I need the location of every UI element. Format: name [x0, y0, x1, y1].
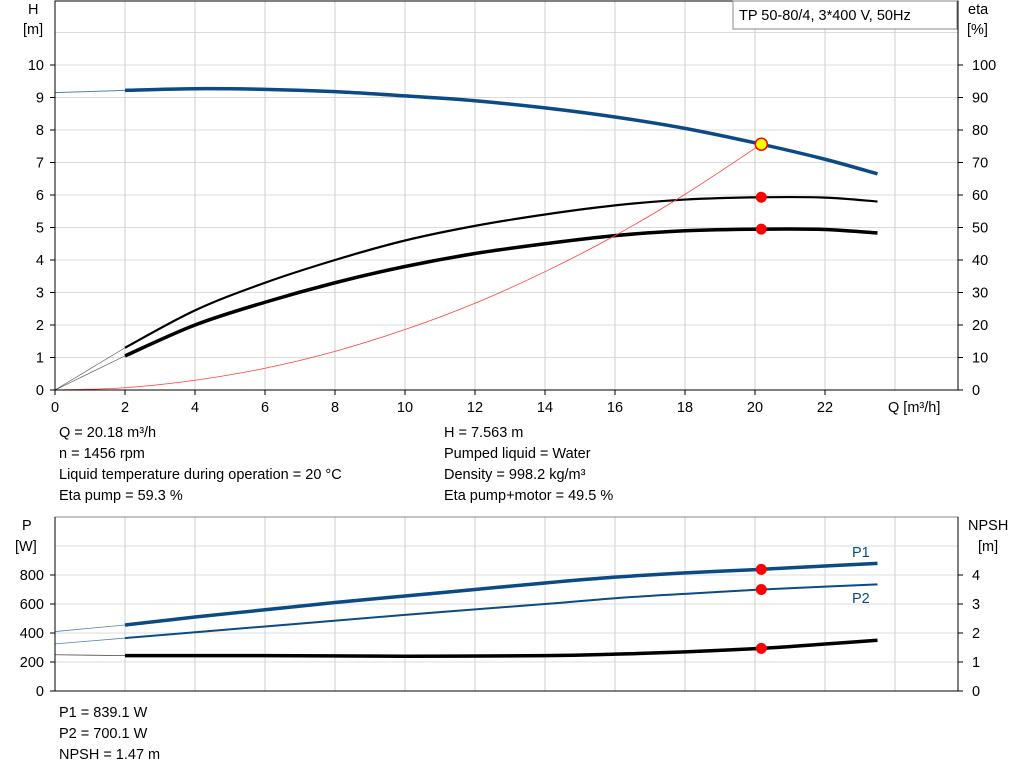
eta-tick-label: 90	[972, 91, 988, 107]
eta-axis-unit: [%]	[967, 22, 988, 38]
npsh-axis-label: NPSH	[968, 518, 1008, 534]
h-tick-label: 7	[36, 156, 44, 172]
p-tick-label: 800	[20, 568, 44, 584]
h-tick-label: 10	[28, 58, 44, 74]
h-tick-label: 1	[36, 351, 44, 367]
q-tick-label: 8	[331, 400, 339, 416]
h-tick-label: 3	[36, 286, 44, 302]
npsh-tick-label: 3	[972, 597, 980, 613]
duty-point-marker	[754, 137, 769, 151]
q-tick-label: 6	[261, 400, 269, 416]
eta-tick-label: 100	[972, 58, 996, 74]
h-tick-label: 6	[36, 188, 44, 204]
eta-pump-motor-curve-extrapolated	[54, 355, 126, 391]
eta-pump-marker	[755, 191, 767, 203]
p-tick-label: 600	[20, 597, 44, 613]
p2-marker	[755, 583, 767, 595]
q-tick-label: 18	[677, 400, 693, 416]
eta-axis-label: eta	[968, 2, 989, 18]
q-tick-label: 12	[467, 400, 483, 416]
eta-tick-label: 50	[972, 221, 988, 237]
npsh-tick-label: 1	[972, 655, 980, 671]
duty-info-right: H = 7.563 m Pumped liquid = Water Densit…	[444, 423, 613, 507]
speed-value: n = 1456 rpm	[59, 446, 145, 462]
p1-series-label: P1	[852, 545, 870, 561]
p2-curve	[124, 583, 878, 640]
q-tick-label: 16	[607, 400, 623, 416]
q-tick-label: 10	[397, 400, 413, 416]
eta-pump-value: Eta pump = 59.3 %	[59, 488, 183, 504]
eta-tick-label: 10	[972, 351, 988, 367]
npsh-axis-unit: [m]	[978, 539, 998, 555]
eta-pump-curve-extrapolated	[54, 347, 126, 391]
q-tick-label: 2	[121, 400, 129, 416]
h-tick-label: 9	[36, 91, 44, 107]
temperature-value: Liquid temperature during operation = 20…	[59, 467, 342, 483]
eta-tick-label: 60	[972, 188, 988, 204]
q-tick-label: 22	[817, 400, 833, 416]
p1-marker	[755, 563, 767, 575]
npsh-tick-label: 0	[972, 684, 980, 700]
p-tick-label: 200	[20, 655, 44, 671]
eta-tick-label: 30	[972, 286, 988, 302]
eta-tick-label: 40	[972, 253, 988, 269]
p2-curve-extrapolated	[54, 637, 126, 645]
npsh-tick-label: 4	[972, 568, 980, 584]
title-box	[732, 0, 958, 30]
p2-value: P2 = 700.1 W	[59, 726, 148, 742]
p-tick-label: 0	[36, 684, 44, 700]
p-axis-unit: [W]	[15, 539, 37, 555]
head-curve-extrapolated	[54, 89, 126, 94]
eta-tick-label: 20	[972, 318, 988, 334]
h-tick-label: 5	[36, 221, 44, 237]
h-tick-label: 2	[36, 318, 44, 334]
npsh-curve	[124, 638, 878, 658]
npsh-value: NPSH = 1.47 m	[59, 747, 161, 763]
eta-tick-label: 70	[972, 156, 988, 172]
chart-title: TP 50-80/4, 3*400 V, 50Hz	[739, 8, 911, 24]
flow-value: Q = 20.18 m³/h	[59, 425, 157, 441]
system-curve	[54, 143, 762, 391]
density-value: Density = 998.2 kg/m³	[444, 467, 586, 483]
h-tick-label: 4	[36, 253, 44, 269]
eta-tick-label: 0	[972, 383, 980, 399]
duty-info-left: Q = 20.18 m³/h n = 1456 rpm Liquid tempe…	[59, 423, 342, 507]
liquid-value: Pumped liquid = Water	[444, 446, 591, 462]
p-tick-label: 400	[20, 626, 44, 642]
q-axis-label: Q [m³/h]	[888, 400, 940, 416]
q-tick-label: 0	[51, 400, 59, 416]
head-curve	[124, 86, 878, 176]
eta-pump-motor-value: Eta pump+motor = 49.5 %	[444, 488, 614, 504]
q-tick-label: 4	[191, 400, 199, 416]
npsh-tick-label: 2	[972, 626, 980, 642]
h-axis-label: H	[28, 2, 38, 18]
power-info: P1 = 839.1 W P2 = 700.1 W NPSH = 1.47 m	[59, 703, 160, 766]
h-tick-label: 8	[36, 123, 44, 139]
p1-curve-extrapolated	[54, 624, 126, 632]
head-value: H = 7.563 m	[444, 425, 524, 441]
eta-tick-label: 80	[972, 123, 988, 139]
p1-value: P1 = 839.1 W	[59, 705, 148, 721]
npsh-curve-extrapolated	[54, 654, 126, 657]
q-tick-label: 20	[747, 400, 763, 416]
h-tick-label: 0	[36, 383, 44, 399]
q-tick-label: 14	[537, 400, 553, 416]
h-axis-unit: [m]	[23, 22, 43, 38]
npsh-marker	[755, 642, 767, 654]
eta-pump-motor-marker	[755, 223, 767, 235]
p-axis-label: P	[22, 518, 32, 534]
p2-series-label: P2	[852, 591, 870, 607]
